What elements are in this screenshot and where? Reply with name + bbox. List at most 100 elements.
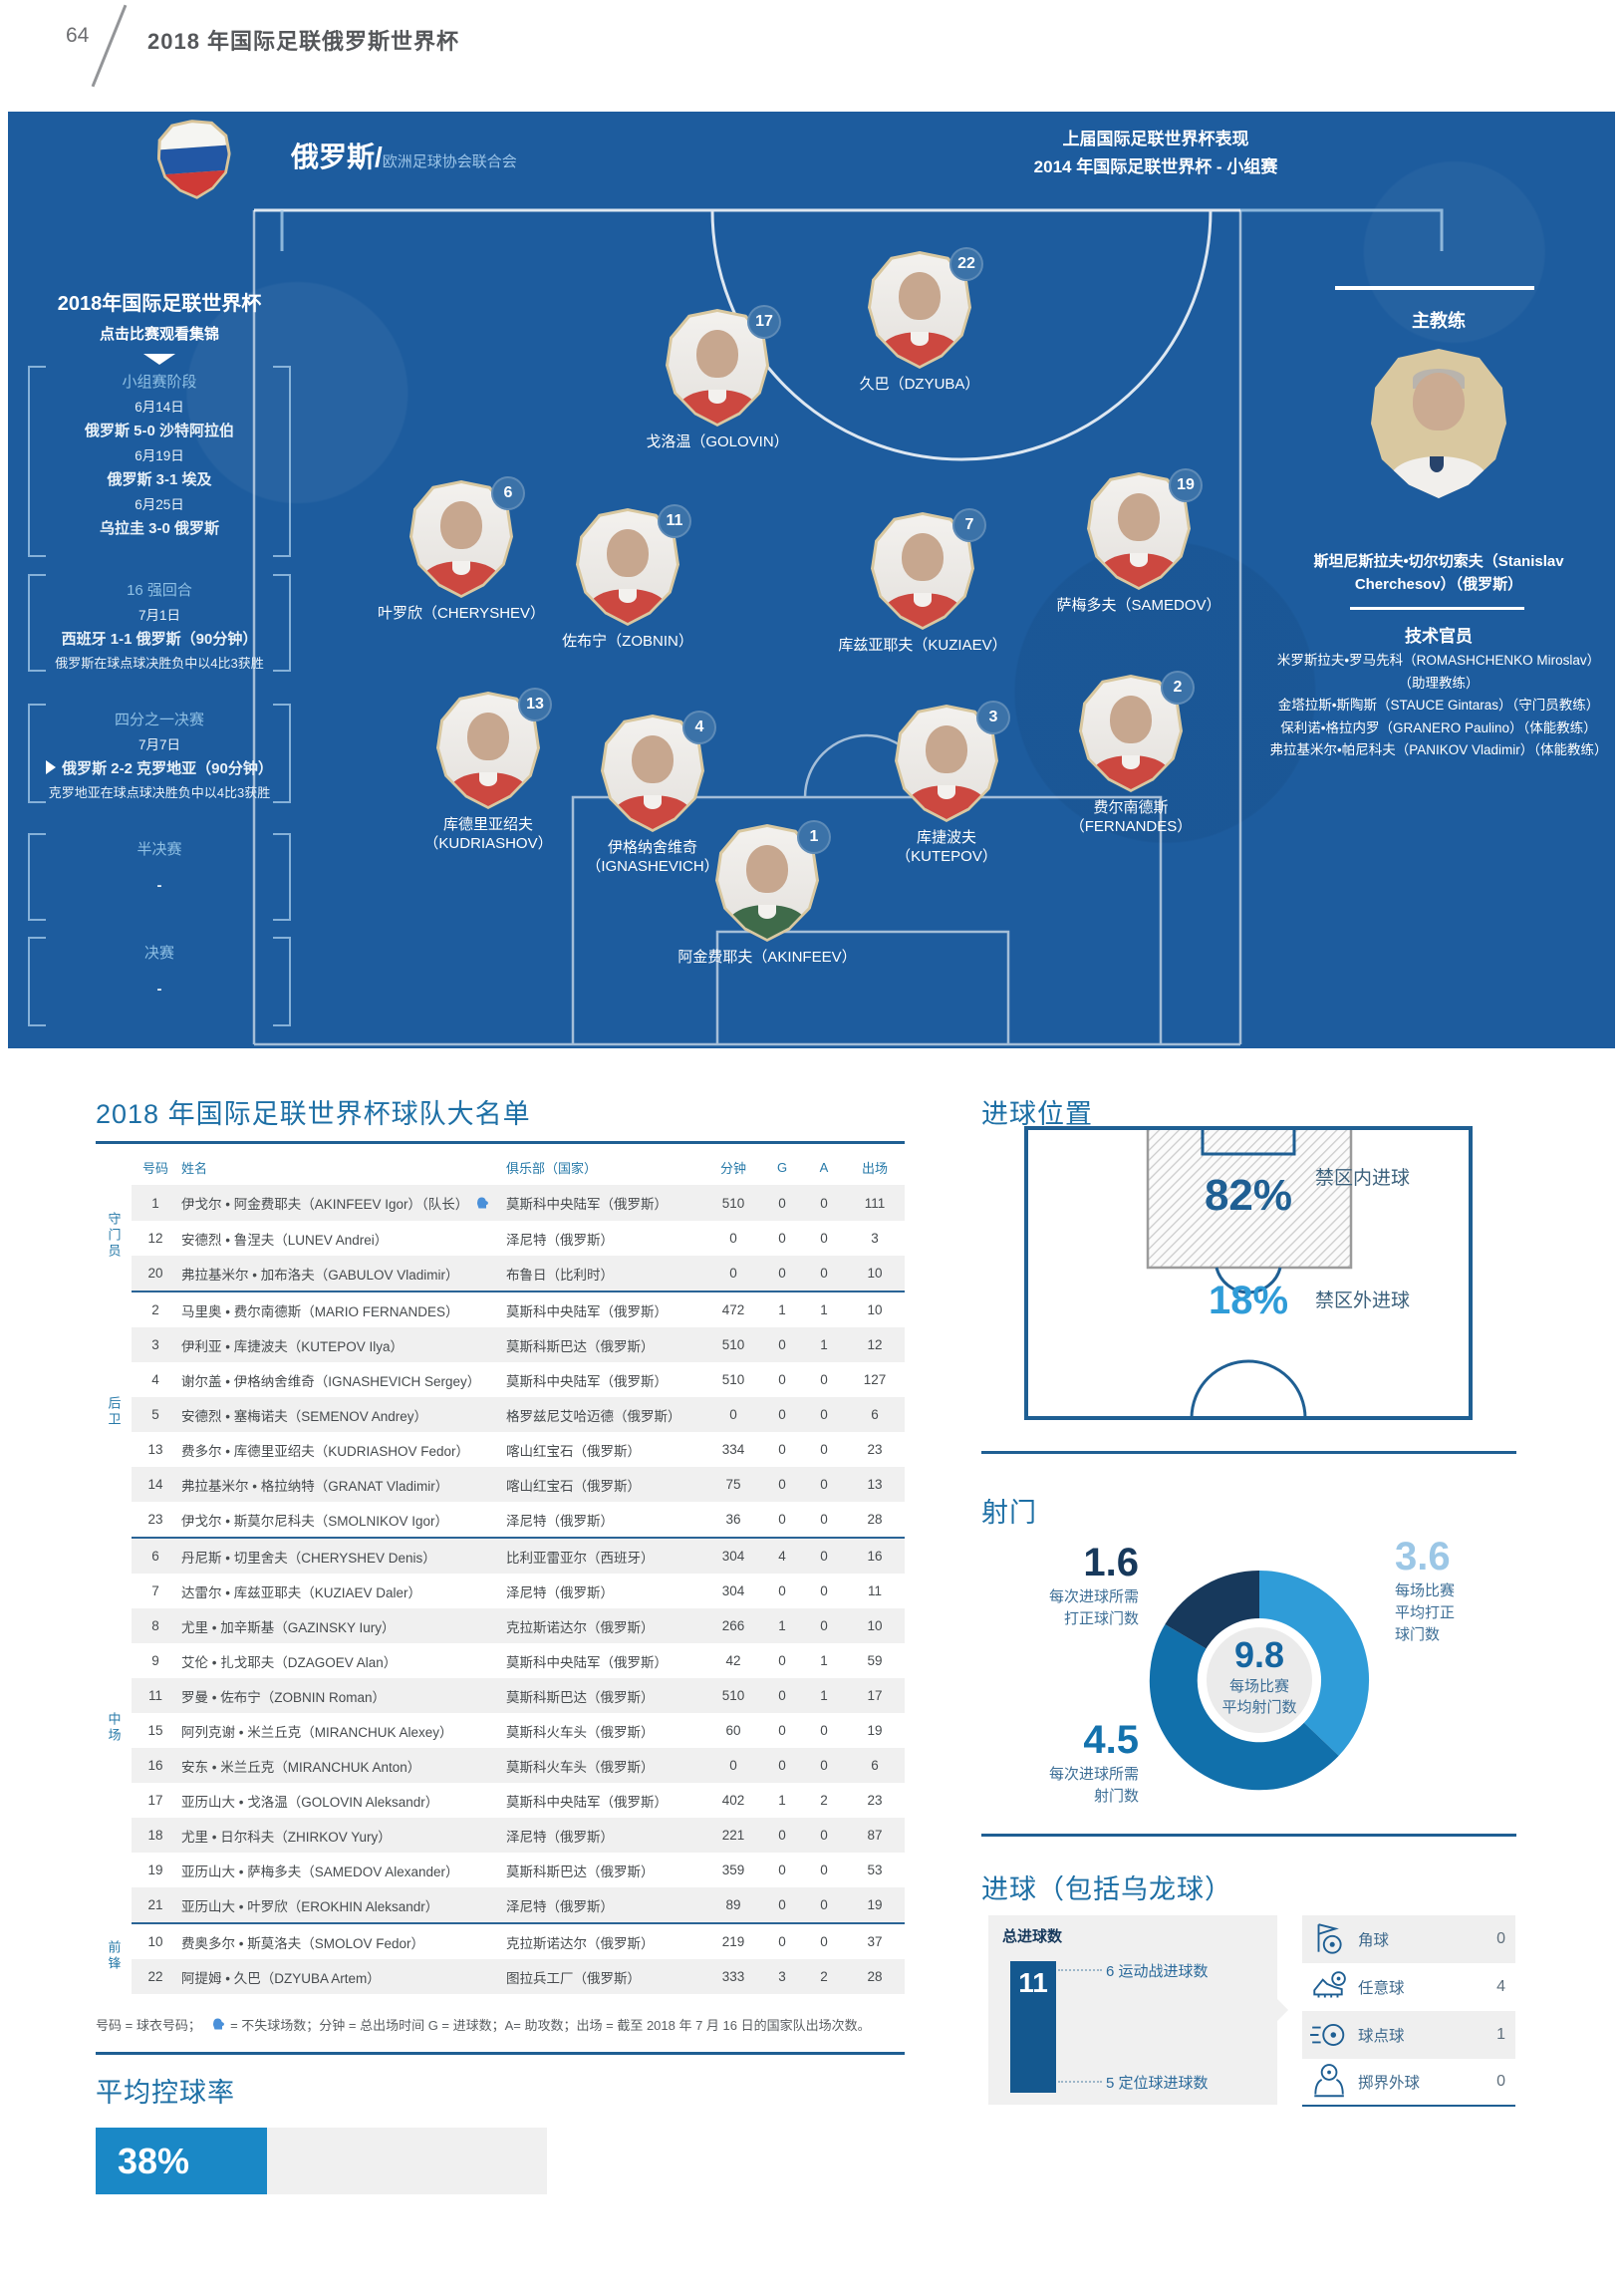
divider: [1350, 607, 1524, 610]
cell-goals: 1: [778, 1302, 786, 1317]
outside-box-value: 18%: [1209, 1279, 1288, 1322]
cell-caps: 10: [845, 1608, 905, 1643]
cell-minutes: 75: [705, 1467, 761, 1502]
leader-line: [1058, 2081, 1102, 2083]
player-name-label: 叶罗欣（CHERYSHEV）: [377, 605, 546, 622]
divider: [1335, 286, 1534, 290]
table-row: 21 亚历山大 • 叶罗欣（EROKHIN Aleksandr） 泽尼特（俄罗斯） 8…: [96, 1887, 905, 1924]
bracket-right: [273, 366, 291, 557]
match-result[interactable]: 俄罗斯 2-2 克罗地亚（90分钟）: [28, 757, 291, 778]
divider: [981, 1451, 1516, 1454]
cell-goals: 0: [778, 1653, 786, 1668]
avatar-jersey: [450, 772, 526, 806]
cell-caps: 111: [845, 1185, 905, 1221]
col-header-caps: 出场: [861, 1161, 888, 1176]
cell-club: 泽尼特（俄罗斯）: [506, 1232, 614, 1248]
cell-name: 伊利亚 • 库捷波夫（KUTEPOV Ilya）: [179, 1327, 504, 1362]
cell-caps: 59: [867, 1653, 883, 1668]
cell-name: 安德烈 • 鲁涅夫（LUNEV Andrei）: [181, 1232, 389, 1248]
table-row: 16 安东 • 米兰丘克（MIRANCHUK Anton） 莫斯科火车头（俄罗斯） 0…: [96, 1748, 905, 1783]
cell-assists: 0: [803, 1887, 845, 1924]
player-card: 1 阿金费耶夫（AKINFEEV）: [658, 820, 877, 967]
player-number-badge: 19: [1169, 468, 1203, 502]
cell-minutes: 304: [721, 1583, 745, 1598]
cell-goals: 1: [761, 1608, 803, 1643]
player-name-label: 戈洛温（GOLOVIN）: [646, 433, 789, 450]
cell-number: 8: [132, 1608, 179, 1643]
divider: [96, 1141, 905, 1144]
position-group-label: 前锋: [96, 1923, 132, 1994]
cell-number: 13: [147, 1442, 163, 1457]
total-goals-bar: 11: [1010, 1961, 1056, 2093]
cell-number: 20: [132, 1256, 179, 1292]
player-card: 2 费尔南德斯 （FERNANDES）: [1021, 671, 1240, 836]
cell-name: 安东 • 米兰丘克（MIRANCHUK Anton）: [179, 1748, 504, 1783]
cell-number: 19: [147, 1863, 163, 1877]
donut-slice-on-target: [1259, 1571, 1370, 1756]
table-row: 14 弗拉基米尔 • 格拉纳特（GRANAT Vladimir） 喀山红宝石（俄罗斯…: [96, 1467, 905, 1502]
match-result[interactable]: 俄罗斯 3-1 埃及: [107, 471, 212, 488]
avatar-jersey: [590, 589, 666, 623]
stage-group: 半决赛 -: [28, 833, 291, 921]
cell-assists: 2: [803, 1959, 845, 1994]
avatar-head: [696, 329, 738, 378]
cell-minutes: 219: [721, 1934, 745, 1949]
cell-number: 4: [151, 1372, 159, 1387]
avatar-jersey: [909, 785, 984, 819]
table-row: 7 达雷尔 • 库兹亚耶夫（KUZIAEV Daler） 泽尼特（俄罗斯） 304 0 0…: [96, 1574, 905, 1608]
cell-minutes: 0: [705, 1748, 761, 1783]
avatar-jersey: [423, 561, 499, 595]
player-card: 11 佐布宁（ZOBNIN）: [518, 504, 737, 651]
cell-club: 莫斯科斯巴达（俄罗斯）: [504, 1327, 705, 1362]
clean-sheet-glove-icon: [474, 1195, 490, 1214]
cell-goals: 0: [761, 1502, 803, 1539]
cell-club: 泽尼特（俄罗斯）: [506, 1584, 614, 1600]
cell-caps: 10: [867, 1302, 883, 1317]
match-result[interactable]: 俄罗斯 5-0 沙特阿拉伯: [84, 423, 234, 439]
cell-goals: 4: [761, 1538, 803, 1574]
cell-club: 布鲁日（比利时）: [504, 1256, 705, 1292]
cell-caps: 28: [845, 1502, 905, 1539]
match-result[interactable]: 西班牙 1-1 俄罗斯（90分钟）: [61, 631, 258, 648]
goals-title: 进球（包括乌龙球）: [981, 1874, 1232, 1904]
cell-assists: 0: [820, 1863, 828, 1877]
cell-number: 7: [151, 1583, 159, 1598]
team-name: 俄罗斯/欧洲足球协会联合会: [291, 142, 517, 172]
cell-assists: 0: [803, 1467, 845, 1502]
corner-flag-icon: [1308, 1920, 1348, 1958]
total-goals-box: 总进球数 11 6 运动战进球数 5 定位球进球数: [988, 1915, 1288, 2105]
cell-club: 莫斯科火车头（俄罗斯）: [504, 1748, 705, 1783]
player-card: 13 库德里亚绍夫 （KUDRIASHOV）: [379, 688, 598, 853]
cell-name: 亚历山大 • 戈洛温（GOLOVIN Aleksandr）: [181, 1794, 439, 1810]
cell-name: 艾伦 • 扎戈耶夫（DZAGOEV Alan）: [181, 1654, 398, 1670]
col-header-assists: A: [819, 1160, 829, 1175]
avatar-jersey: [882, 332, 957, 366]
cell-name: 安德烈 • 塞梅诺夫（SEMENOV Andrey）: [179, 1397, 504, 1432]
outside-box-label: 禁区外进球: [1315, 1290, 1410, 1311]
table-row: 20 弗拉基米尔 • 加布洛夫（GABULOV Vladimir） 布鲁日（比利时）…: [96, 1256, 905, 1292]
table-row: 15 阿列克谢 • 米兰丘克（MIRANCHUK Alexey） 莫斯科火车头（俄罗…: [96, 1713, 905, 1748]
cell-goals: 0: [778, 1723, 786, 1738]
bracket-left: [28, 937, 46, 1026]
cell-club: 莫斯科中央陆军（俄罗斯）: [504, 1185, 705, 1221]
chevron-down-icon: [143, 354, 175, 365]
table-row: 3 伊利亚 • 库捷波夫（KUTEPOV Ilya） 莫斯科斯巴达（俄罗斯） 510 0…: [96, 1327, 905, 1362]
bracket-left: [28, 366, 46, 557]
player-card: 19 萨梅多夫（SAMEDOV）: [1029, 468, 1248, 615]
cell-club: 喀山红宝石（俄罗斯）: [506, 1443, 641, 1459]
match-result[interactable]: 乌拉圭 3-0 俄罗斯: [99, 520, 219, 537]
cell-caps: 127: [863, 1372, 887, 1387]
cell-caps: 37: [867, 1934, 883, 1949]
cell-number: 18: [132, 1818, 179, 1853]
cell-goals: 3: [761, 1959, 803, 1994]
cell-number: 22: [132, 1959, 179, 1994]
match-date: 7月1日: [137, 608, 181, 623]
cell-minutes: 36: [705, 1502, 761, 1539]
position-group-label: 中场: [96, 1538, 132, 1923]
cell-assists: 0: [803, 1397, 845, 1432]
col-header-goals: G: [776, 1160, 788, 1175]
goal-type-value: 0: [1496, 1930, 1505, 1947]
cell-name: 伊戈尔 • 斯莫尔尼科夫（SMOLNIKOV Igor）: [179, 1502, 504, 1539]
cell-minutes: 60: [725, 1723, 741, 1738]
table-row: 后卫 2 马里奥 • 费尔南德斯（MARIO FERNANDES） 莫斯科中央陆军（俄…: [96, 1292, 905, 1538]
